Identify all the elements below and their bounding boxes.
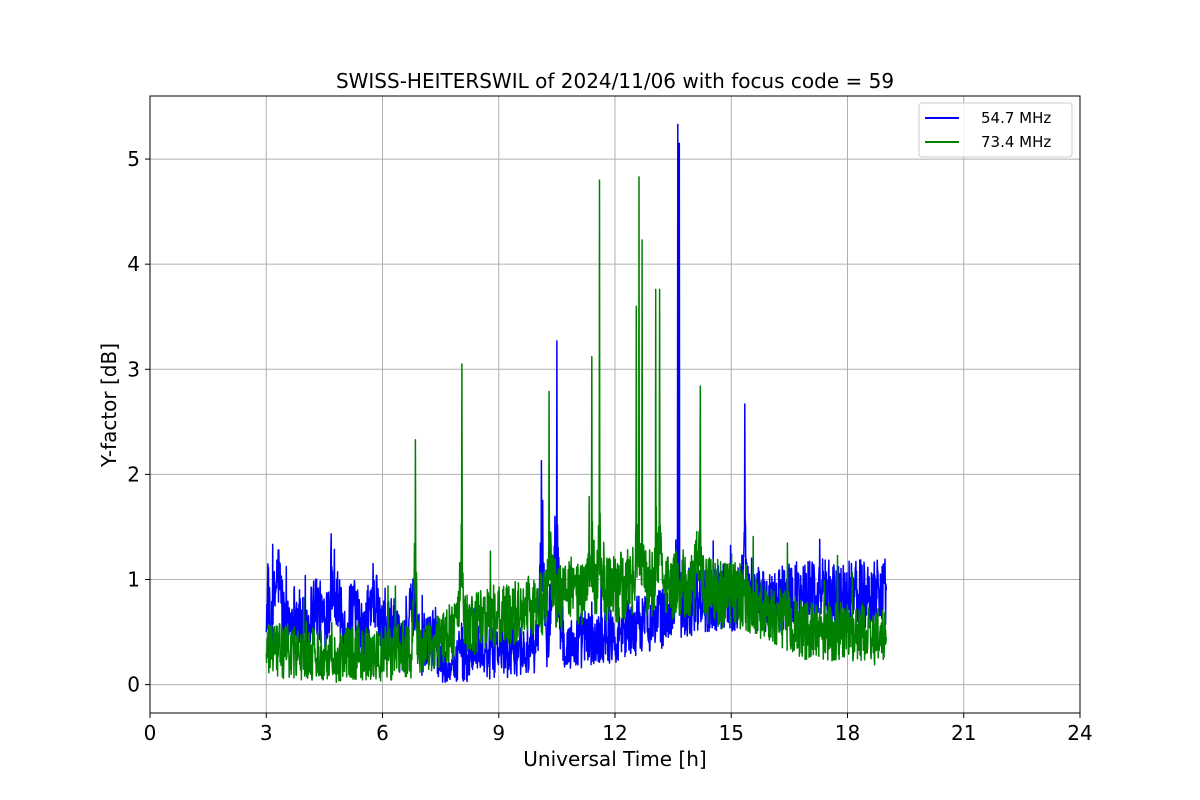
y-axis-label: Y-factor [dB] (97, 343, 121, 468)
chart-title: SWISS-HEITERSWIL of 2024/11/06 with focu… (336, 69, 894, 93)
y-axis-ticks: 0 1 2 3 4 5 (127, 147, 150, 697)
y-tick-label: 3 (127, 357, 140, 381)
x-tick-label: 21 (951, 721, 976, 745)
x-tick-label: 18 (835, 721, 860, 745)
x-axis-ticks: 0 3 6 9 12 15 18 21 24 (144, 713, 1093, 745)
y-tick-label: 4 (127, 252, 140, 276)
y-tick-label: 5 (127, 147, 140, 171)
legend: 54.7 MHz 73.4 MHz (918, 102, 1073, 158)
legend-box (918, 102, 1073, 158)
x-tick-label: 6 (376, 721, 389, 745)
x-axis-label: Universal Time [h] (523, 747, 706, 771)
legend-label: 54.7 MHz (981, 109, 1051, 127)
plot-area (149, 95, 1081, 714)
series-layer (265, 123, 888, 684)
x-tick-label: 0 (144, 721, 157, 745)
legend-label: 73.4 MHz (981, 133, 1051, 151)
x-tick-label: 15 (719, 721, 744, 745)
x-tick-label: 9 (492, 721, 505, 745)
y-tick-label: 2 (127, 462, 140, 486)
x-tick-label: 3 (260, 721, 273, 745)
y-tick-label: 1 (127, 568, 140, 592)
x-tick-label: 12 (602, 721, 627, 745)
series-line-2 (265, 176, 888, 684)
x-tick-label: 24 (1067, 721, 1092, 745)
y-tick-label: 0 (127, 673, 140, 697)
